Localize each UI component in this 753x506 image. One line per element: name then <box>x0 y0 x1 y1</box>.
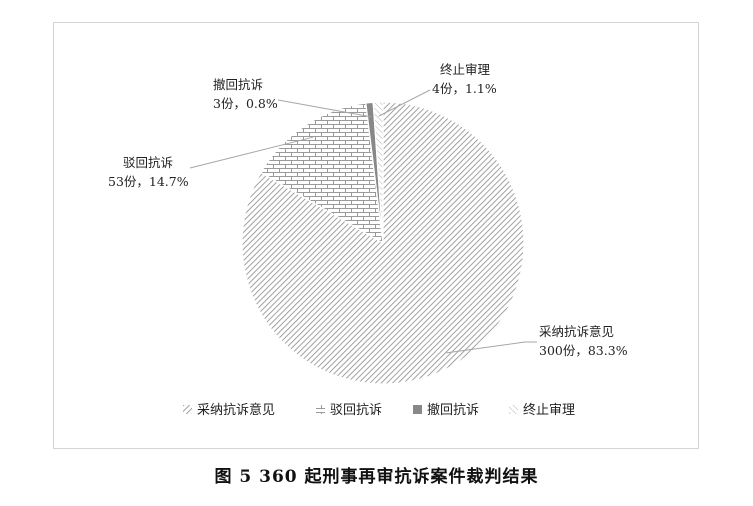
data-label-terminate-detail: 4份，1.1% <box>432 81 497 96</box>
pie-chart: 采纳抗诉意见 300份，83.3% 驳回抗诉 53份，14.7% 撤回抗诉 3份… <box>108 62 628 418</box>
legend-label-reject: 驳回抗诉 <box>330 403 382 418</box>
figure-caption: 图 5 360 起刑事再审抗诉案件裁判结果 <box>214 467 539 487</box>
data-label-adopt-name: 采纳抗诉意见 <box>539 324 614 339</box>
leader-line-reject <box>189 136 314 169</box>
legend: 采纳抗诉意见 驳回抗诉 撤回抗诉 终止审理 <box>183 402 575 418</box>
leader-line-terminate <box>378 89 431 117</box>
legend-swatch-terminate <box>509 405 518 414</box>
legend-label-adopt: 采纳抗诉意见 <box>197 402 275 418</box>
data-label-withdraw-detail: 3份，0.8% <box>213 96 278 111</box>
legend-swatch-withdraw <box>413 405 422 414</box>
legend-label-terminate: 终止审理 <box>523 402 575 418</box>
legend-swatch-reject <box>316 405 325 414</box>
leader-line-withdraw <box>277 99 371 118</box>
pie-slices <box>241 101 525 385</box>
data-label-reject-name: 驳回抗诉 <box>123 155 173 170</box>
data-label-terminate-name: 终止审理 <box>440 62 491 77</box>
legend-label-withdraw: 撤回抗诉 <box>427 402 479 418</box>
leader-line-adopt <box>446 341 537 354</box>
data-label-reject-detail: 53份，14.7% <box>108 174 189 189</box>
data-label-withdraw-name: 撤回抗诉 <box>213 77 263 92</box>
leader-lines <box>189 89 537 354</box>
chart-frame <box>53 22 699 449</box>
pie-slice-terminate <box>372 101 384 244</box>
data-label-adopt-detail: 300份，83.3% <box>539 343 628 358</box>
legend-swatch-adopt <box>183 405 192 414</box>
pie-slice-reject <box>260 102 384 245</box>
